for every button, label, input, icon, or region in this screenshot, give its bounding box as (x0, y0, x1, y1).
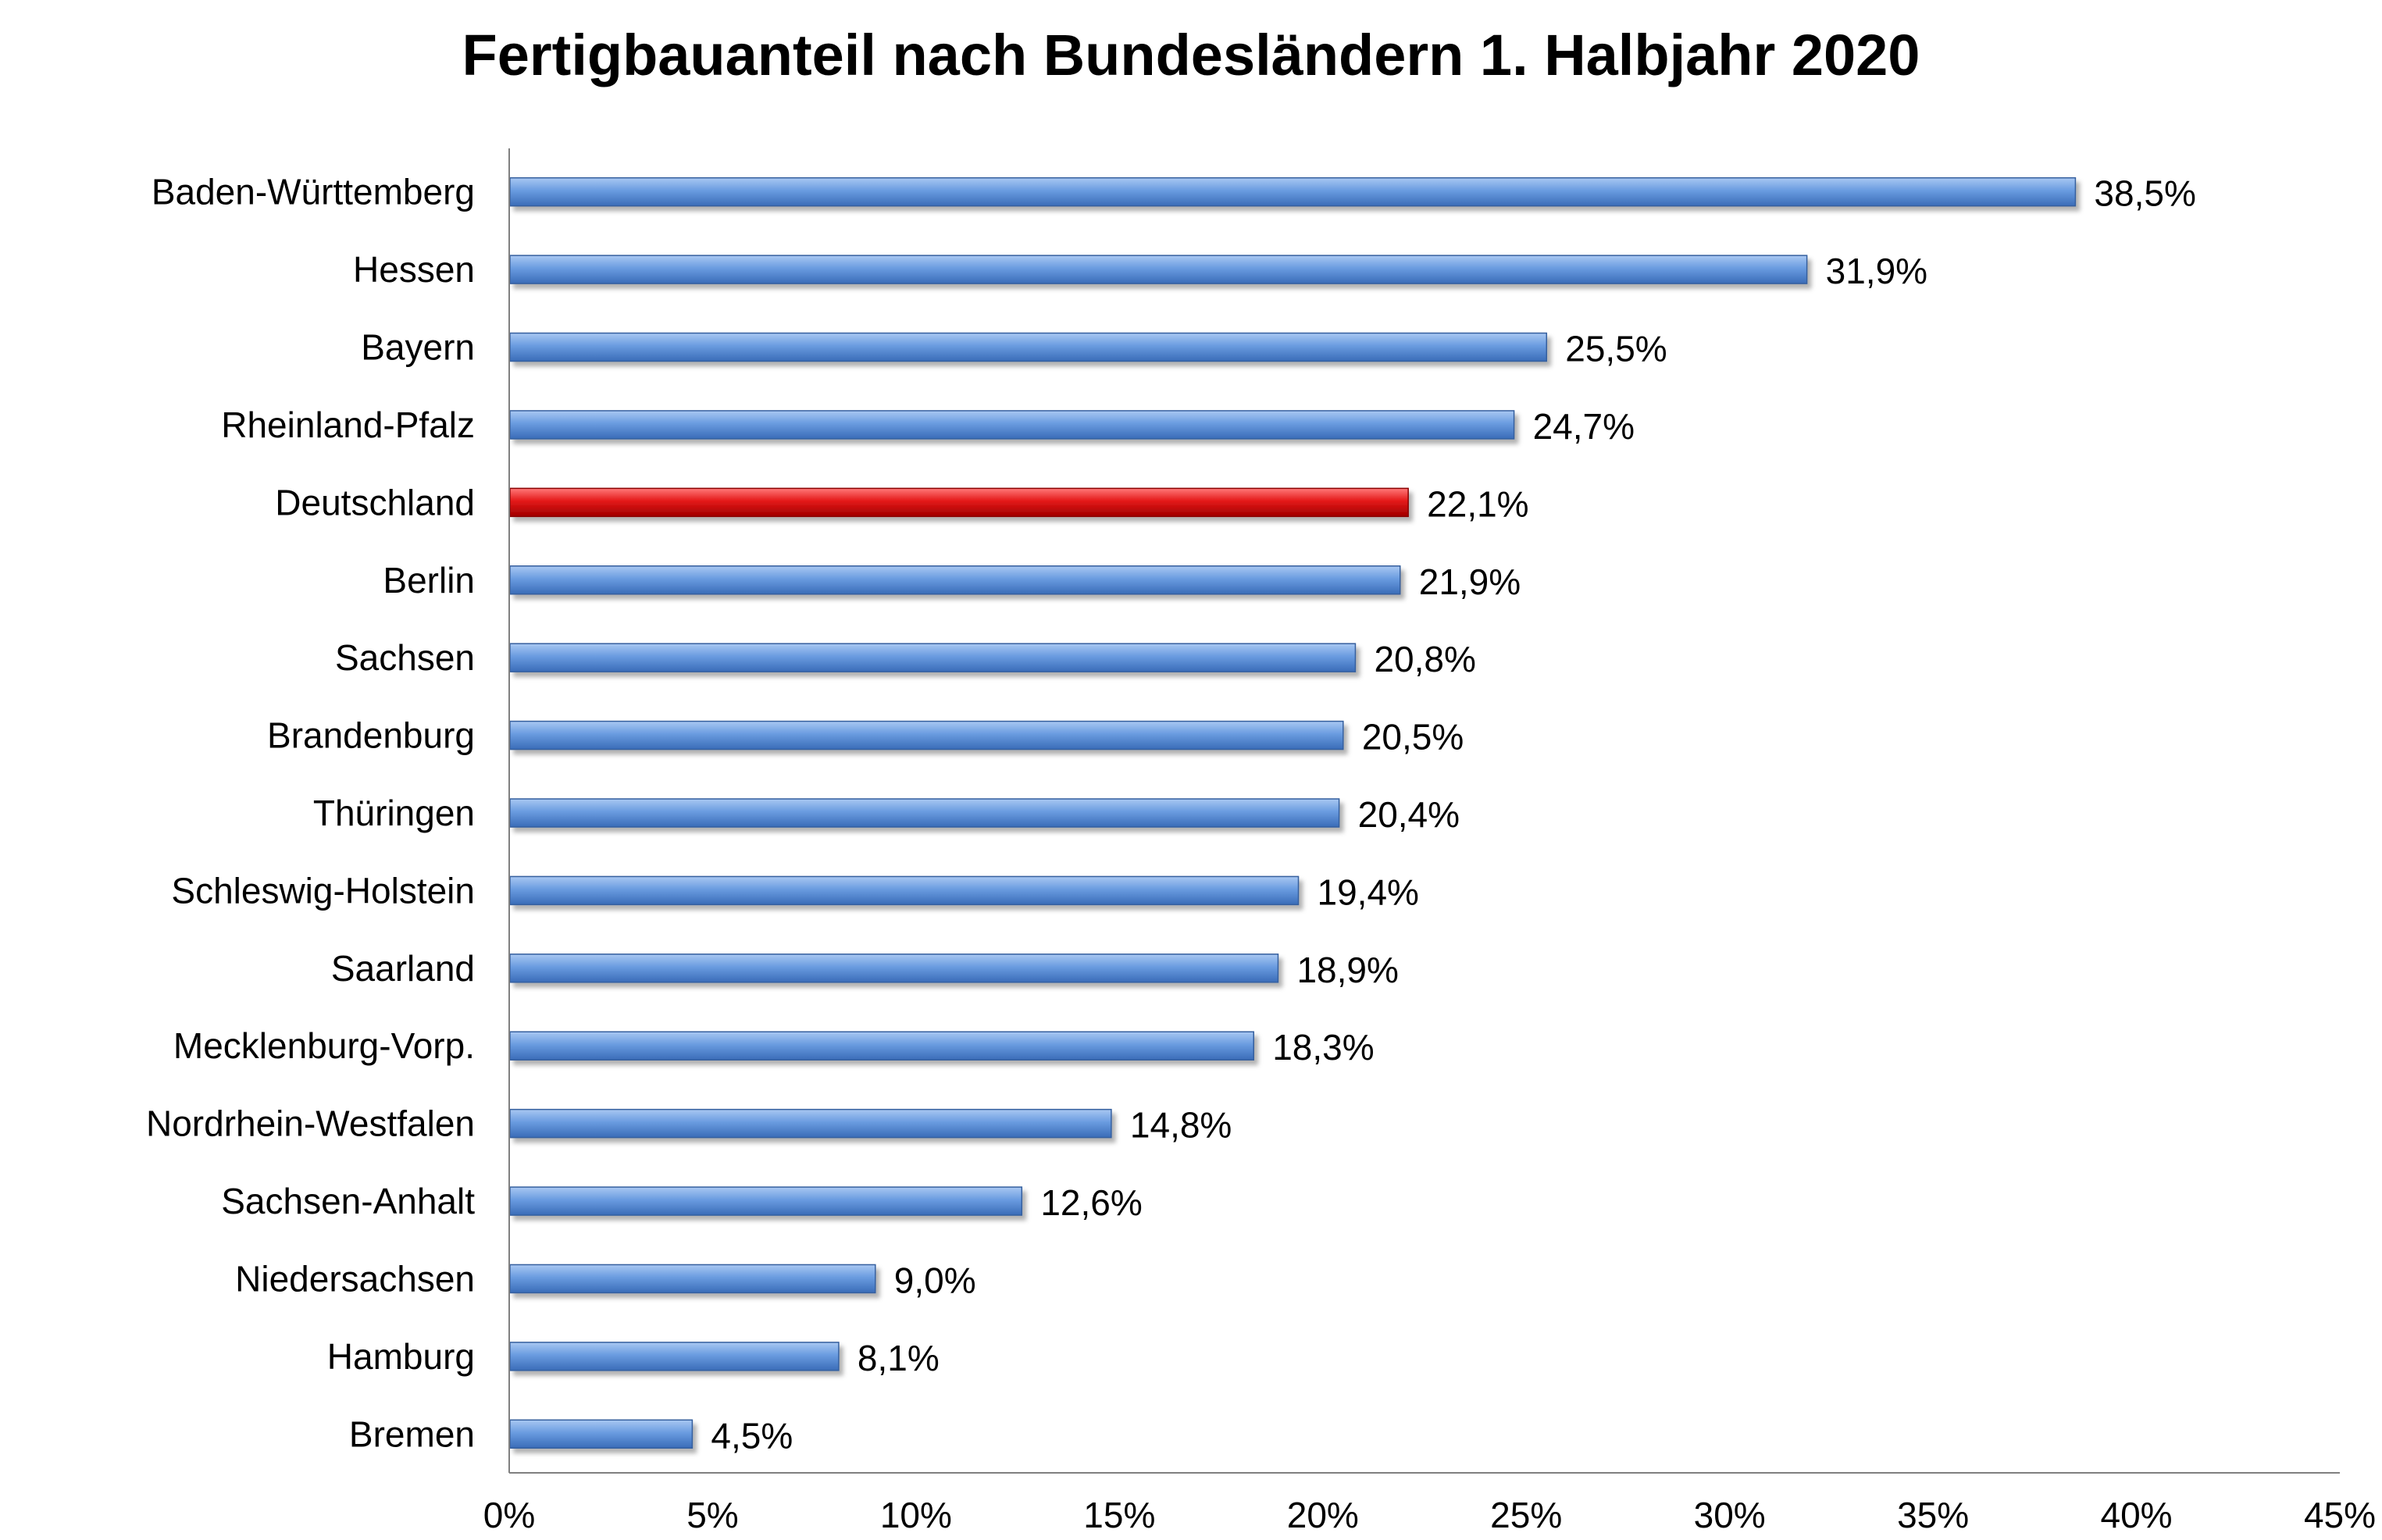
x-tick-label: 30% (1694, 1495, 1766, 1535)
data-label: 38,5% (2094, 173, 2195, 214)
category-label: Brandenburg (267, 715, 475, 756)
category-label: Hessen (353, 249, 475, 290)
category-label: Bayern (361, 327, 475, 368)
data-label: 22,1% (1427, 483, 1528, 524)
x-tick-label: 25% (1490, 1495, 1562, 1535)
category-label: Nordrhein-Westfalen (146, 1103, 475, 1144)
chart-title: Fertigbauanteil nach Bundesländern 1. Ha… (462, 23, 1920, 87)
bar-berlin (509, 565, 1401, 595)
category-label: Saarland (331, 948, 475, 989)
bar-deutschland (509, 487, 1409, 518)
bar-schleswig-holstein (509, 875, 1300, 906)
x-tick-label: 45% (2304, 1495, 2376, 1535)
data-label: 20,8% (1374, 639, 1475, 679)
bar-rheinland-pfalz (509, 410, 1515, 440)
x-tick-label: 35% (1897, 1495, 1969, 1535)
data-label: 12,6% (1040, 1182, 1142, 1223)
bar-saarland (509, 954, 1279, 983)
data-label: 19,4% (1318, 872, 1419, 912)
category-label: Thüringen (313, 793, 475, 833)
bar-hessen (509, 255, 1808, 284)
category-label: Niedersachsen (235, 1258, 475, 1299)
category-label: Bremen (349, 1413, 475, 1454)
data-label: 21,9% (1419, 561, 1521, 602)
bar-nordrhein-westfalen (509, 1108, 1112, 1139)
bar-sachsen (509, 643, 1357, 672)
bar-niedersachsen (509, 1264, 876, 1294)
category-label: Sachsen-Anhalt (221, 1181, 475, 1221)
bar-hamburg (509, 1342, 840, 1371)
category-label: Berlin (383, 560, 475, 601)
category-label: Schleswig-Holstein (171, 870, 475, 911)
data-label: 9,0% (894, 1260, 976, 1300)
bar-bremen (509, 1419, 694, 1449)
category-label: Hamburg (327, 1336, 475, 1377)
data-label: 20,5% (1362, 717, 1464, 758)
category-label: Sachsen (335, 637, 475, 678)
x-tick-label: 0% (483, 1495, 535, 1535)
x-tick-label: 20% (1287, 1495, 1359, 1535)
data-label: 25,5% (1565, 329, 1667, 369)
category-label: Deutschland (275, 482, 475, 522)
x-tick-label: 5% (686, 1495, 738, 1535)
data-label: 20,4% (1358, 794, 1460, 835)
bar-thüringen (509, 798, 1340, 828)
x-tick-label: 15% (1083, 1495, 1155, 1535)
data-label: 24,7% (1533, 406, 1635, 447)
bar-sachsen-anhalt (509, 1186, 1023, 1216)
x-tick-label: 10% (880, 1495, 952, 1535)
category-label: Rheinland-Pfalz (221, 405, 475, 445)
category-label: Baden-Württemberg (152, 172, 475, 212)
data-label: 14,8% (1130, 1105, 1232, 1146)
category-label: Mecklenburg-Vorp. (173, 1025, 475, 1066)
bar-brandenburg (509, 720, 1344, 750)
data-label: 18,3% (1272, 1027, 1374, 1068)
bar-bayern (509, 332, 1548, 362)
data-label: 8,1% (858, 1338, 940, 1378)
x-tick-label: 40% (2101, 1495, 2173, 1535)
data-label: 4,5% (711, 1415, 793, 1456)
data-label: 18,9% (1296, 950, 1398, 990)
bar-mecklenburg-vorp- (509, 1031, 1254, 1061)
bar-baden-württemberg (509, 176, 2077, 207)
data-label: 31,9% (1826, 251, 1927, 291)
